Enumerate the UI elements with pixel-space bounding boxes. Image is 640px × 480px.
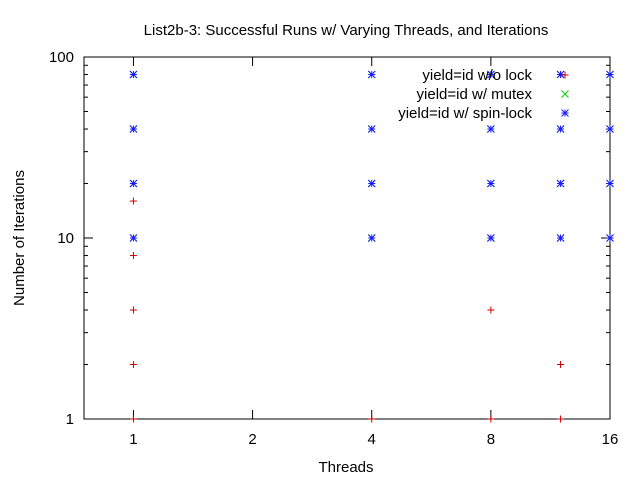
chart-title: List2b-3: Successful Runs w/ Varying Thr… [144,22,549,39]
legend-marker-2 [561,90,569,98]
data-point-series-3 [556,234,565,242]
data-point-series-1 [129,361,137,369]
data-point-series-3 [606,125,614,133]
data-point-series-3 [129,234,138,242]
data-point-series-3 [606,179,614,188]
data-point-series-1 [129,306,137,314]
data-points [129,70,614,423]
data-point-series-1 [368,415,376,423]
data-point-series-3 [367,70,376,79]
data-point-series-1 [129,415,137,423]
y-tick-label: 10 [57,230,74,247]
data-point-series-1 [557,361,565,369]
x-tick-label: 16 [602,431,619,448]
x-axis-label: Threads [318,459,373,476]
y-tick-label: 1 [66,411,74,428]
x-tick-label: 8 [487,431,495,448]
legend-label-3: yield=id w/ spin-lock [398,105,532,122]
data-point-series-3 [129,125,138,133]
data-point-series-1 [487,306,495,314]
data-point-series-3 [556,179,565,188]
x-tick-label: 1 [129,431,137,448]
x-tick-label: 2 [248,431,256,448]
data-point-series-3 [487,234,495,242]
data-point-series-3 [129,70,138,79]
data-point-series-3 [487,70,495,79]
data-point-series-1 [129,252,137,260]
data-point-series-3 [487,125,495,133]
data-point-series-3 [487,179,495,188]
x-tick-label: 4 [368,431,376,448]
legend-label-1: yield=id w/o lock [422,67,532,84]
data-point-series-3 [556,125,565,133]
legend-marker-1 [561,71,569,79]
data-point-series-3 [367,179,376,188]
data-point-series-3 [606,234,614,242]
y-tick-label: 100 [49,49,74,66]
y-axis-label: Number of Iterations [11,170,28,306]
data-point-series-3 [367,125,376,133]
data-point-series-1 [557,415,565,423]
axis-ticks: 1 10 100 1 2 4 8 16 [49,49,618,448]
legend-label-2: yield=id w/ mutex [417,86,533,103]
data-point-series-1 [487,415,495,423]
data-point-series-1 [129,197,137,205]
legend: yield=id w/o lock yield=id w/ mutex yield=… [398,67,569,122]
data-point-series-3 [606,70,614,79]
legend-marker-3 [561,109,569,117]
data-point-series-3 [129,179,138,188]
data-point-series-3 [367,234,376,242]
